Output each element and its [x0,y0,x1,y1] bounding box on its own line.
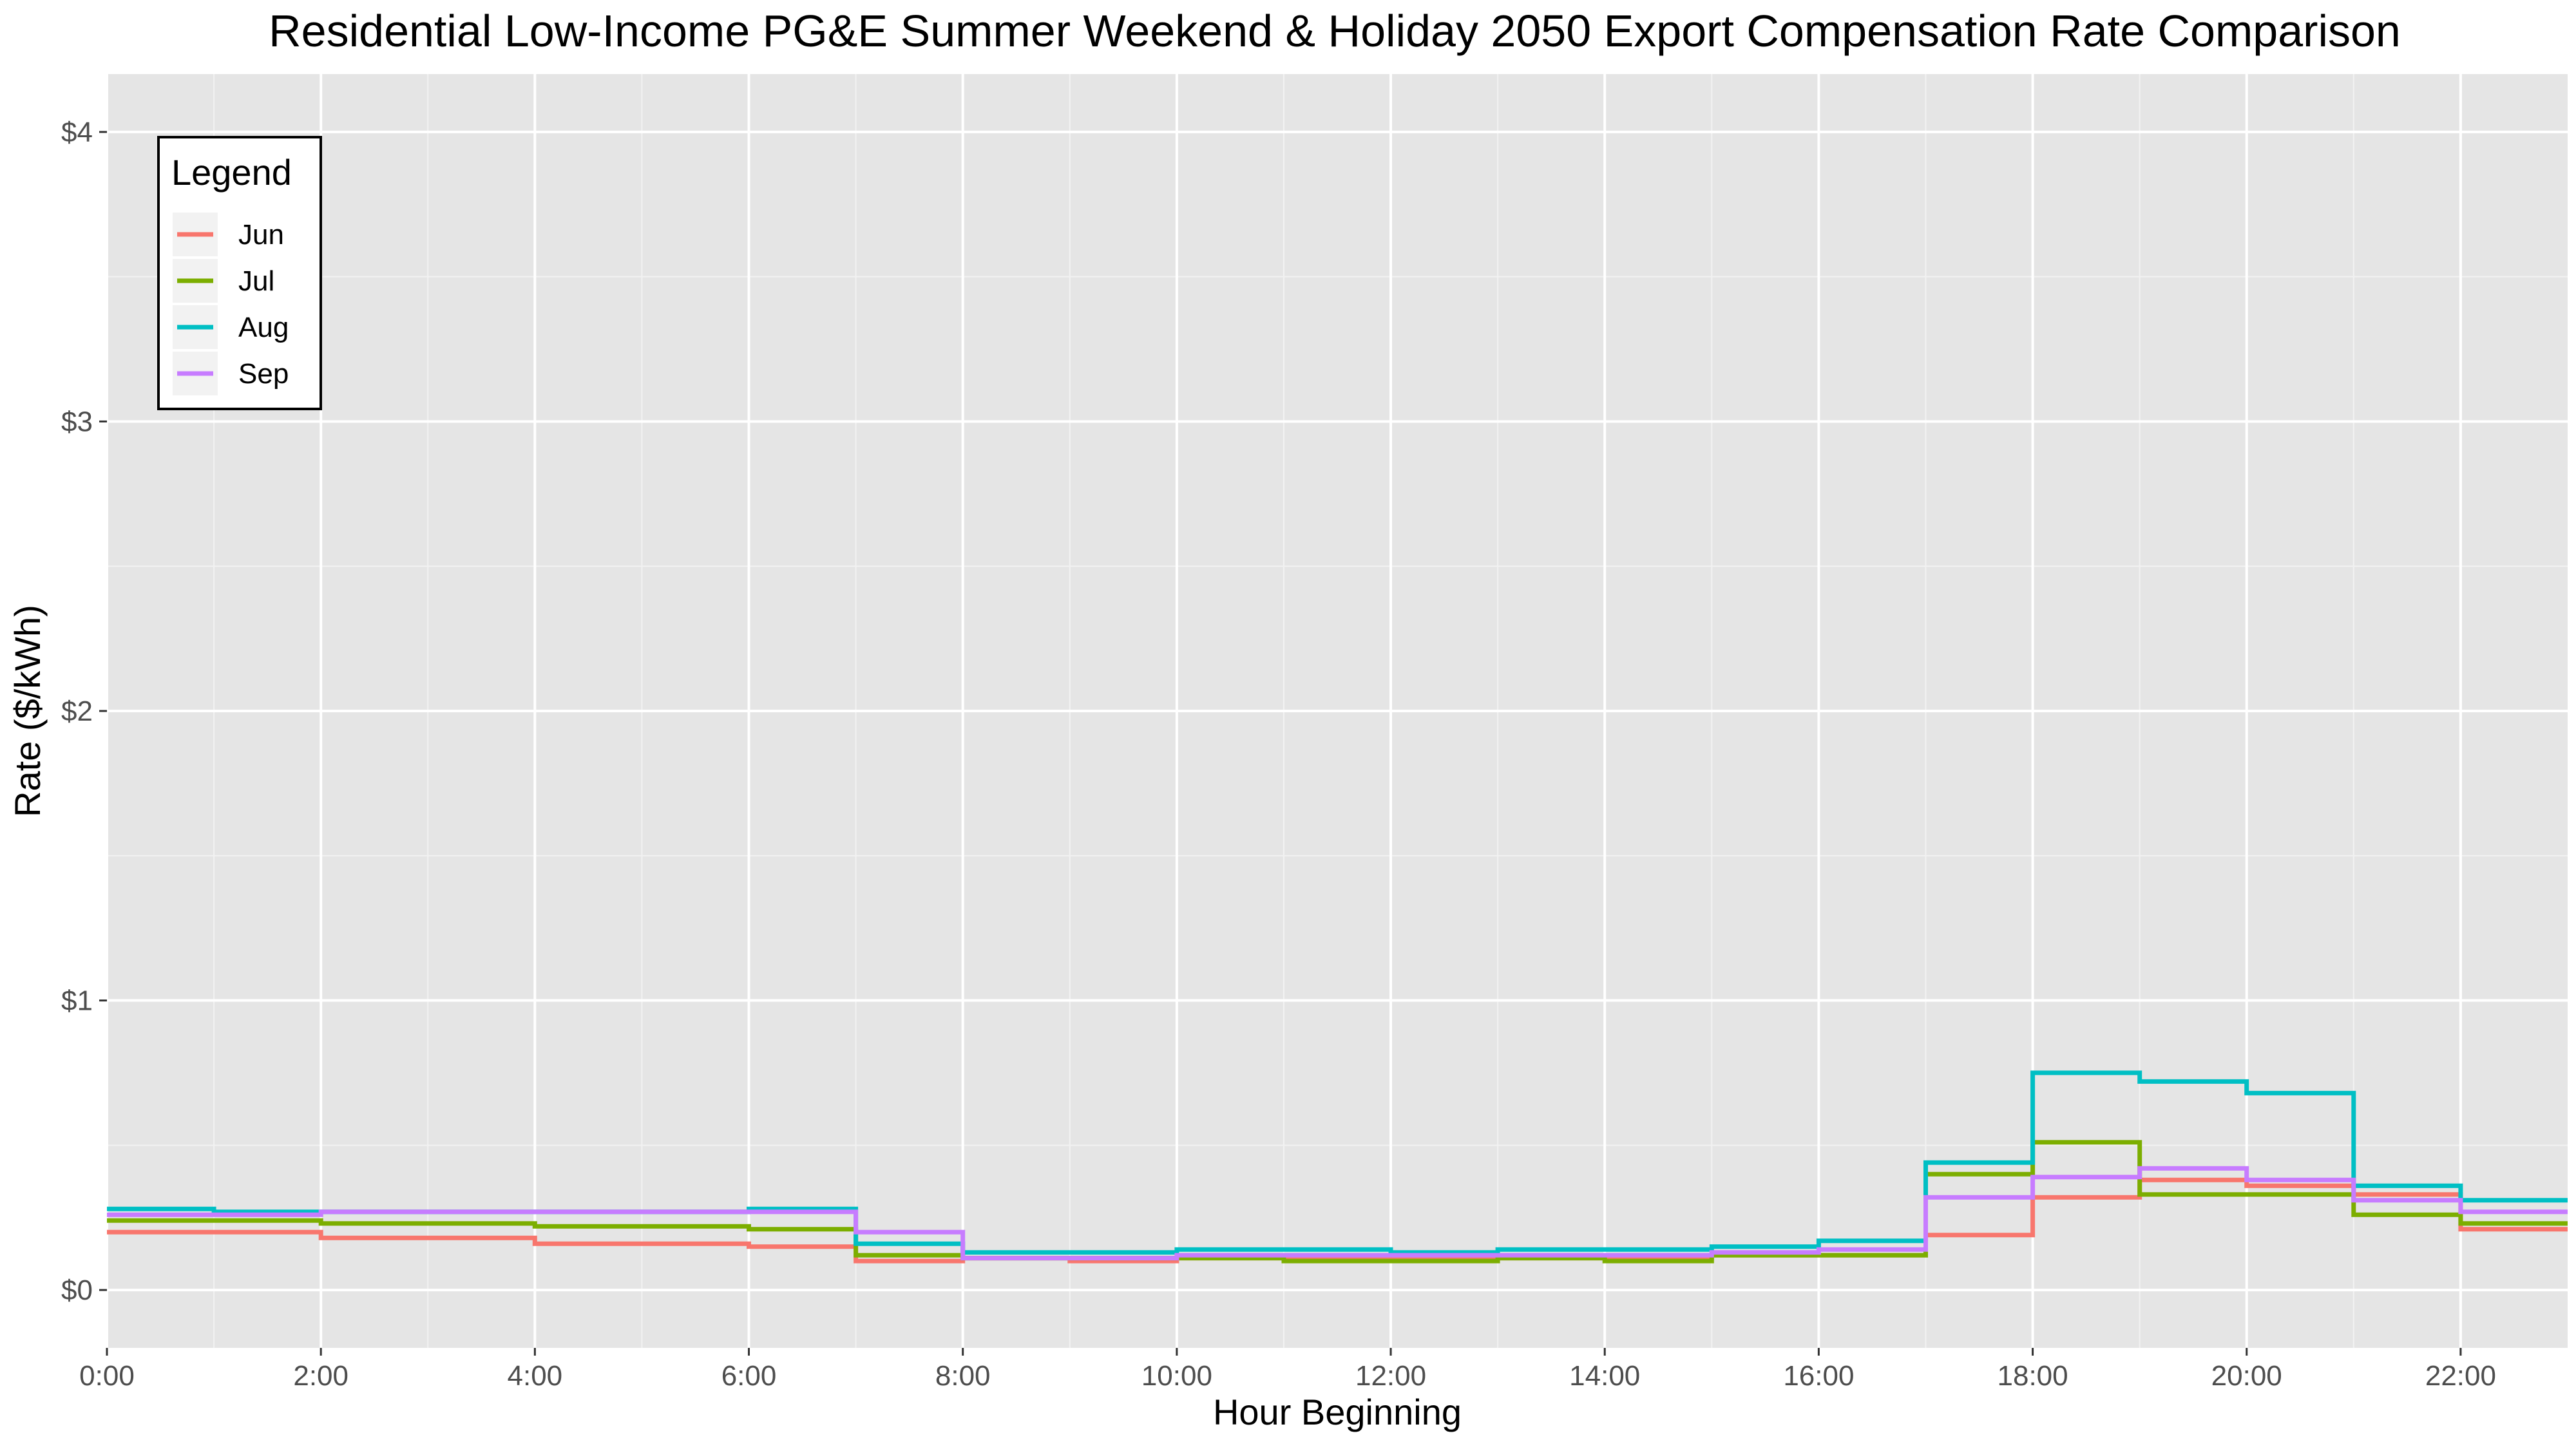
x-tick-label: 2:00 [293,1360,348,1392]
x-tick-label: 8:00 [935,1360,991,1392]
series-line-jun [107,1177,2568,1264]
x-axis-title: Hour Beginning [1213,1392,1462,1432]
legend-items: Jun Jul Aug Sep [173,213,289,395]
x-tick-label: 0:00 [79,1360,135,1392]
x-axis-ticks: 0:00 2:00 4:00 6:00 8:00 10:00 12:00 14:00 16:00… [79,1348,2496,1392]
x-tick-label: 6:00 [721,1360,777,1392]
x-tick-label: 14:00 [1569,1360,1640,1392]
legend: Legend Jun Jul Aug Sep [157,136,322,410]
y-tick-label: $0 [61,1274,93,1306]
x-tick-label: 22:00 [2425,1360,2496,1392]
legend-label-aug: Aug [238,312,289,343]
series-lines [107,1070,2568,1264]
x-tick-label: 4:00 [508,1360,563,1392]
legend-label-sep: Sep [238,358,289,390]
series-line-jul [107,1140,2568,1264]
y-axis-title: Rate ($/kWh) [7,605,48,817]
y-tick-label: $1 [61,985,93,1017]
legend-title: Legend [171,152,292,193]
legend-label-jul: Jul [238,265,274,297]
major-gridlines [106,74,2568,1348]
legend-label-jun: Jun [238,219,284,251]
chart-title: Residential Low-Income PG&E Summer Weeke… [269,6,2401,56]
x-tick-label: 18:00 [1998,1360,2068,1392]
y-tick-label: $3 [61,406,93,437]
y-tick-label: $2 [61,696,93,727]
x-tick-label: 16:00 [1783,1360,1854,1392]
x-tick-label: 12:00 [1355,1360,1426,1392]
series-line-sep [107,1166,2568,1261]
x-tick-label: 10:00 [1141,1360,1212,1392]
y-tick-label: $4 [61,117,93,148]
x-tick-label: 20:00 [2211,1360,2282,1392]
y-axis-ticks: $0 $1 $2 $3 $4 [61,117,107,1306]
